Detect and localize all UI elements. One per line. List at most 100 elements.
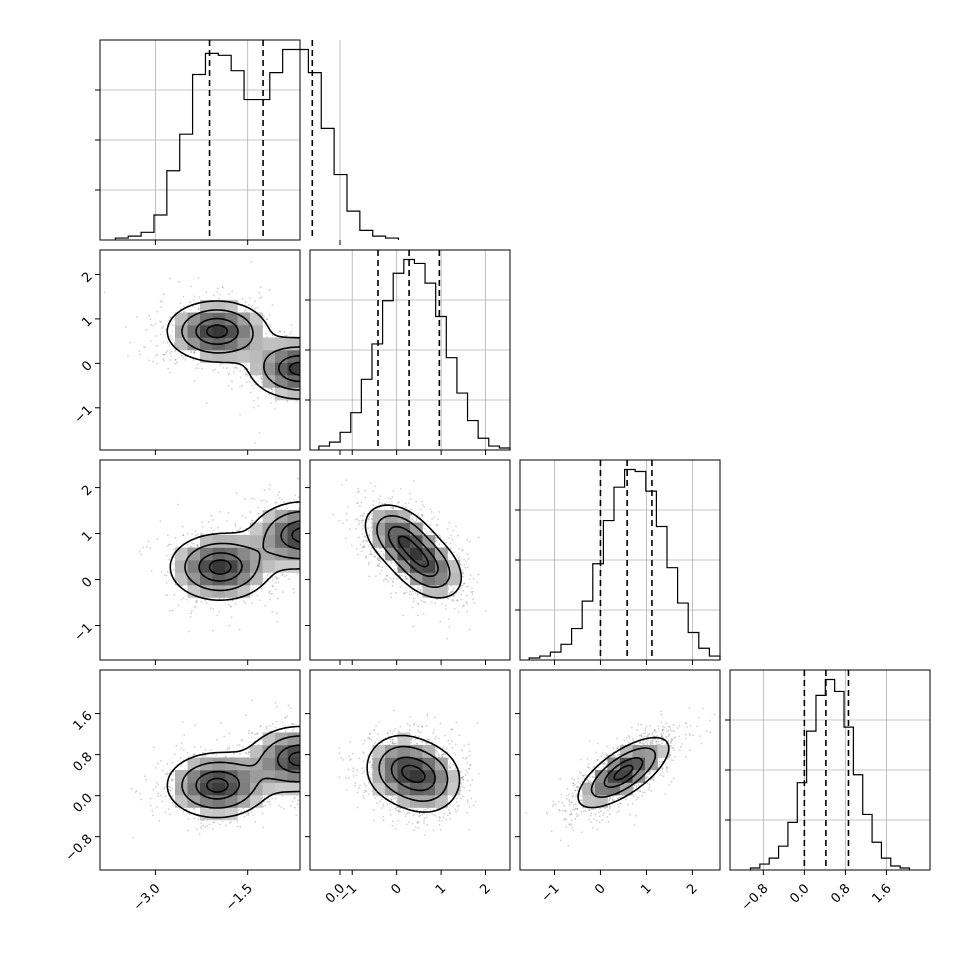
sample-point <box>209 607 212 610</box>
hist-panel-2 <box>515 459 721 665</box>
sample-point <box>424 527 427 530</box>
sample-point <box>156 806 159 809</box>
sample-point <box>341 483 344 486</box>
corr-panel-1-2 <box>305 459 511 665</box>
sample-point <box>175 361 178 364</box>
sample-point <box>192 299 195 301</box>
sample-point <box>371 553 373 556</box>
sample-point <box>241 515 244 518</box>
density-cell <box>250 312 263 326</box>
hist-panel-3 <box>725 669 931 875</box>
sample-point <box>293 494 296 497</box>
sample-point <box>242 807 245 810</box>
sample-point <box>138 550 141 553</box>
sample-point <box>265 500 268 503</box>
sample-point <box>205 402 208 404</box>
sample-point <box>256 306 259 309</box>
sample-point <box>276 612 278 615</box>
hist-grid-2 <box>520 460 720 660</box>
sample-point <box>159 300 162 303</box>
sample-point <box>227 373 230 376</box>
sample-point <box>430 510 433 513</box>
sample-point <box>152 788 155 791</box>
sample-point <box>367 793 370 796</box>
sample-point <box>156 538 159 541</box>
sample-point <box>361 513 364 516</box>
sample-point <box>217 371 220 374</box>
sample-point <box>453 551 456 554</box>
density-cell <box>250 522 263 536</box>
sample-point <box>241 745 244 748</box>
sample-point <box>262 499 265 502</box>
density-cell <box>187 782 201 796</box>
sample-point <box>236 825 239 828</box>
sample-point <box>292 498 295 501</box>
corr-panel-1-3 <box>305 669 511 875</box>
sample-point <box>457 557 460 560</box>
sample-point <box>198 832 201 835</box>
sample-point <box>164 773 167 776</box>
sample-point <box>192 359 195 361</box>
sample-point <box>446 527 449 530</box>
sample-point <box>251 594 254 596</box>
sample-point <box>378 563 381 565</box>
sample-point <box>156 353 159 356</box>
sample-point <box>239 753 242 755</box>
sample-point <box>175 745 178 747</box>
sample-point <box>445 541 448 544</box>
sample-point <box>248 380 251 383</box>
sample-point <box>236 744 239 747</box>
sample-point <box>245 813 248 816</box>
sample-point <box>258 599 261 602</box>
sample-point <box>212 827 214 830</box>
sample-point <box>268 289 271 291</box>
sample-point <box>274 797 277 800</box>
sample-point <box>268 803 271 806</box>
sample-point <box>168 785 171 788</box>
sample-point <box>165 554 168 557</box>
sample-point <box>419 589 422 592</box>
sample-point <box>370 512 373 515</box>
sample-point <box>271 578 274 581</box>
sample-point <box>135 790 138 792</box>
sample-point <box>158 819 161 822</box>
sample-point <box>374 485 377 488</box>
sample-point <box>370 521 373 524</box>
sample-point <box>180 747 183 750</box>
sample-point <box>189 616 192 618</box>
sample-point <box>266 727 268 730</box>
sample-point <box>285 574 288 577</box>
sample-point <box>355 548 358 550</box>
sample-point <box>182 749 185 751</box>
sample-point <box>234 366 237 369</box>
sample-point <box>463 564 466 566</box>
sample-point <box>440 603 443 605</box>
sample-point <box>189 351 192 353</box>
sample-point <box>171 324 174 327</box>
sample-point <box>154 786 157 788</box>
sample-point <box>239 825 242 828</box>
sample-point <box>476 581 479 584</box>
sample-point <box>222 367 225 369</box>
sample-point <box>293 797 296 800</box>
sample-point <box>165 328 167 331</box>
sample-point <box>370 547 373 550</box>
sample-point <box>458 555 460 558</box>
sample-point <box>417 614 420 617</box>
sample-point <box>448 808 450 811</box>
sample-point <box>196 599 198 602</box>
sample-point <box>182 305 185 308</box>
sample-point <box>103 291 106 294</box>
sample-point <box>271 334 274 337</box>
sample-point <box>193 351 196 354</box>
sample-point <box>457 611 460 613</box>
sample-point <box>460 563 463 566</box>
sample-point <box>295 814 298 817</box>
sample-point <box>448 521 451 524</box>
sample-point <box>359 543 362 546</box>
sample-point <box>271 391 274 393</box>
sample-point <box>450 547 452 550</box>
sample-point <box>466 553 469 556</box>
sample-point <box>395 578 398 580</box>
sample-point <box>165 581 168 584</box>
